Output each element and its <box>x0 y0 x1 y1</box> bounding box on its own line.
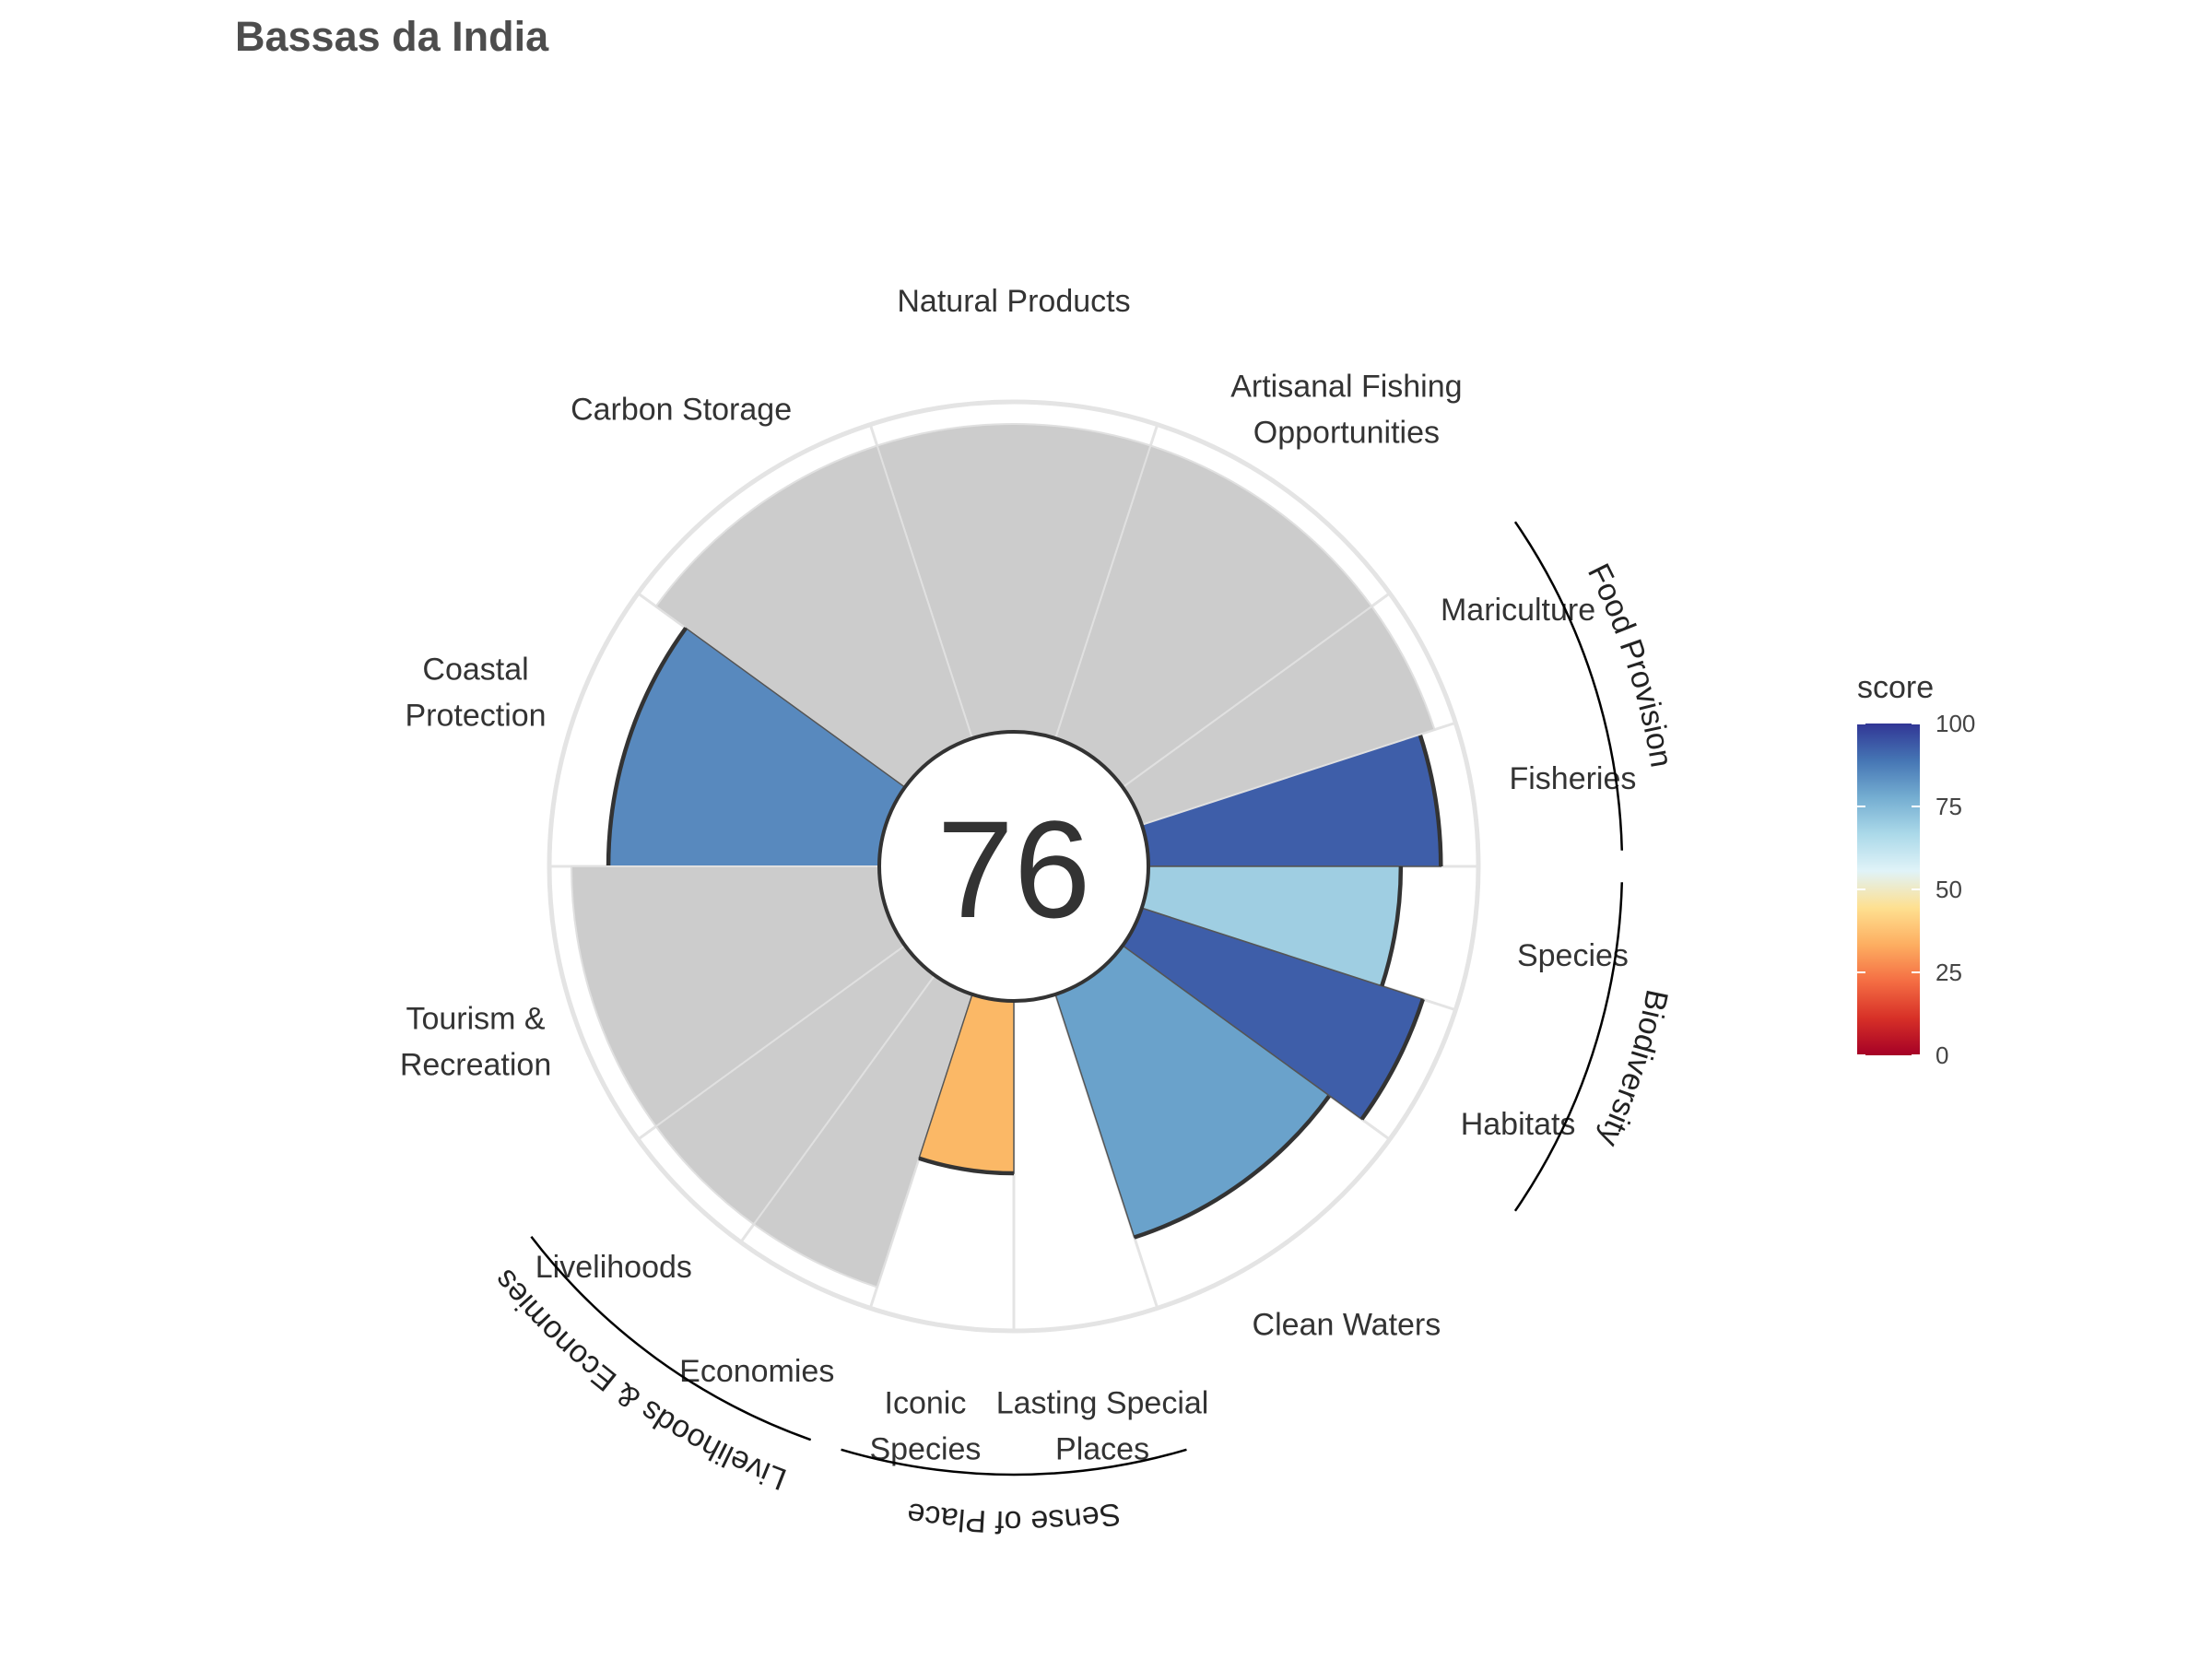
legend-tick-label: 100 <box>1936 710 1975 737</box>
center-circle <box>877 730 1150 1003</box>
petal-label-habitats: Habitats <box>1461 1107 1576 1142</box>
petal-habitats-edge <box>1359 998 1425 1121</box>
petal-label-carbon-storage: Carbon Storage <box>571 392 792 427</box>
group-label-2: Sense of Place <box>905 1496 1124 1539</box>
legend-tick-label: 75 <box>1936 793 1962 820</box>
legend-tick-label: 25 <box>1936 959 1962 986</box>
petal-label-lasting-special-places: Lasting Special Places <box>996 1385 1209 1466</box>
petal-label-economies: Economies <box>679 1354 834 1389</box>
petal-label-artisanal-fishing: Artisanal Fishing Opportunities <box>1230 369 1462 450</box>
legend-tick-label: 50 <box>1936 876 1962 903</box>
legend-tick-label: 0 <box>1936 1041 1948 1069</box>
petal-label-livelihoods: Livelihoods <box>535 1250 692 1285</box>
group-arc-3 <box>1513 882 1624 1212</box>
petal-species-edge <box>1380 865 1404 987</box>
center: 76 <box>877 730 1150 1003</box>
petal-label-natural-products: Natural Products <box>897 284 1130 319</box>
petal-fisheries-edge <box>1418 734 1443 867</box>
legend-colorbar <box>1857 724 1920 1055</box>
group-arc-0 <box>1513 521 1624 851</box>
petal-clean-waters-edge <box>1134 1094 1332 1240</box>
petal-iconic-species-edge <box>918 1156 1015 1176</box>
center-score: 76 <box>937 792 1091 947</box>
legend-title: score <box>1857 670 1934 705</box>
petal-coastal-protection-edge <box>606 627 688 867</box>
petal-label-clean-waters: Clean Waters <box>1253 1308 1441 1343</box>
petal-label-coastal-protection: Coastal Protection <box>406 652 547 733</box>
group-arc-2 <box>841 1448 1187 1477</box>
petals <box>570 423 1443 1288</box>
chart-title: Bassas da India <box>235 13 549 60</box>
group-arc-1 <box>530 1236 812 1441</box>
group-label-0: Food Provision <box>1581 559 1679 771</box>
petal-label-species: Species <box>1517 938 1629 973</box>
score-legend: score 100 75 50 25 0 <box>1857 670 1975 1069</box>
petal-label-iconic-species: Iconic Species <box>869 1385 981 1466</box>
petal-label-tourism-recreation: Tourism & Recreation <box>400 1002 551 1083</box>
